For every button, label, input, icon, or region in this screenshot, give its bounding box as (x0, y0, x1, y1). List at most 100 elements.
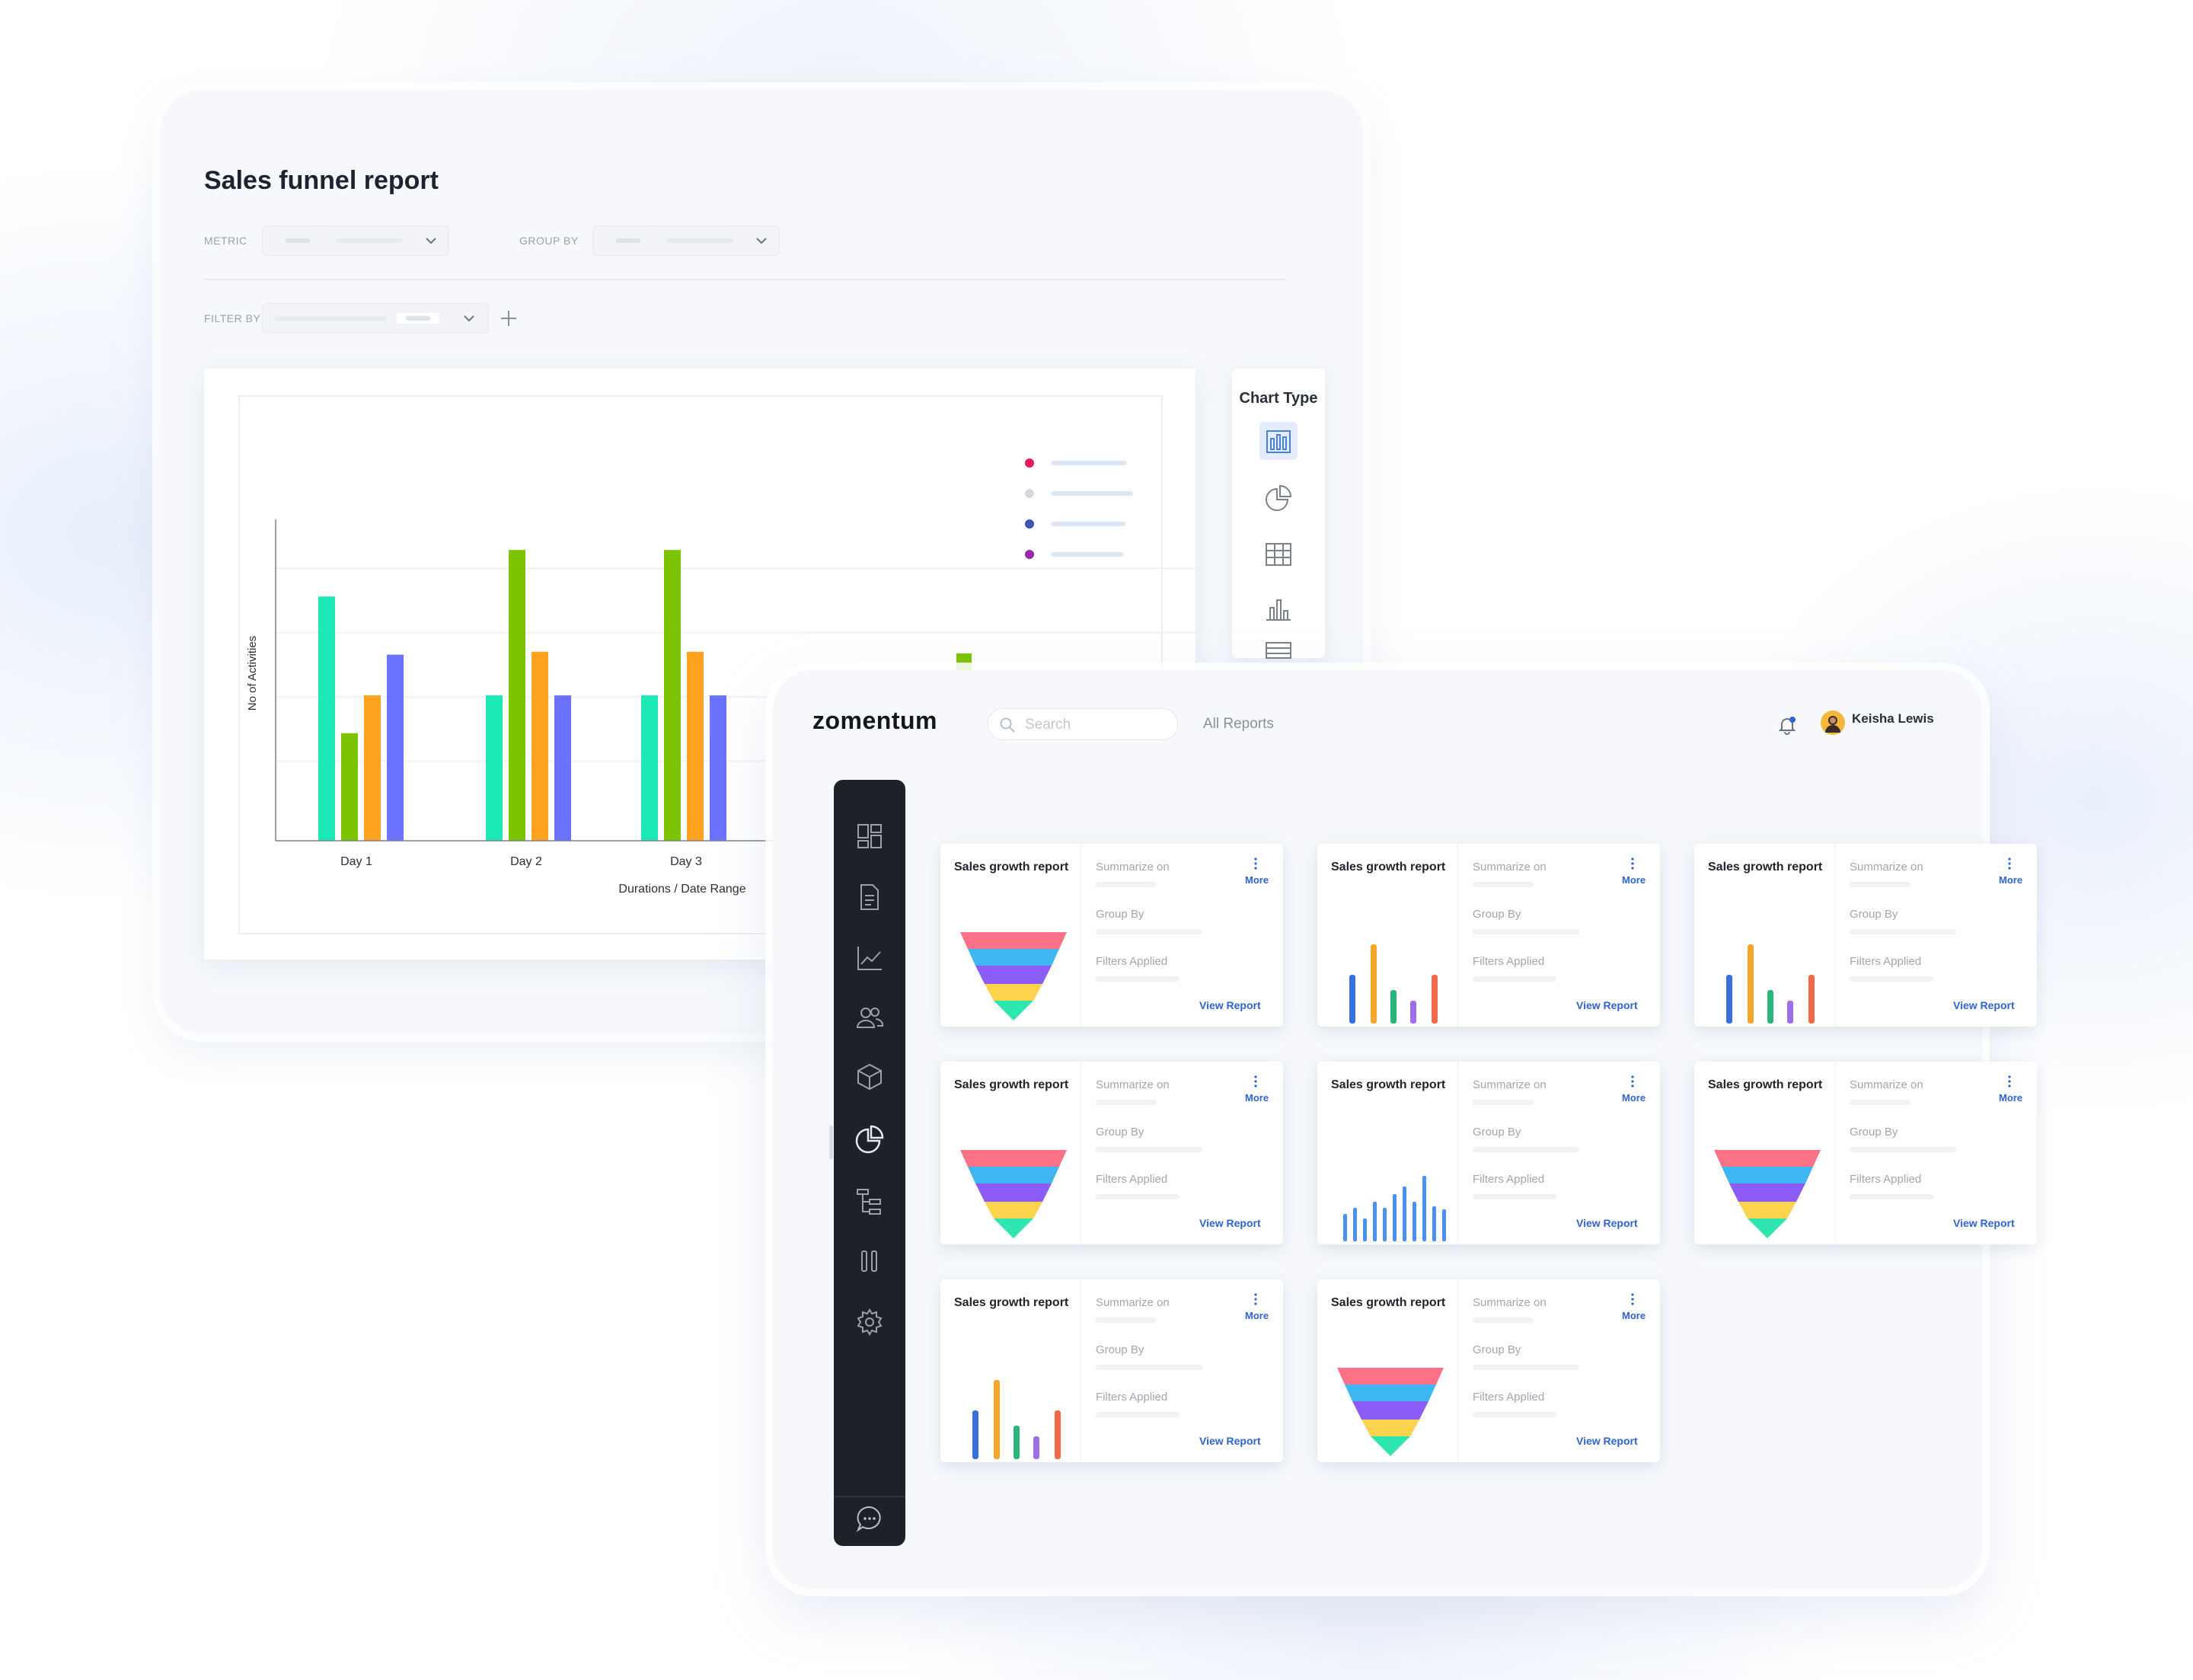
reports-pie-icon[interactable] (854, 1124, 885, 1155)
report-card[interactable]: Sales growth report Summarize on Group B… (1694, 844, 2037, 1027)
funnel-band (975, 1183, 1052, 1202)
more-button[interactable]: More (1245, 1092, 1269, 1103)
table-icon[interactable] (1263, 539, 1294, 570)
bar-day-2-series-1 (486, 695, 503, 841)
more-dots-icon[interactable] (1254, 858, 1257, 870)
bar-day-1-series-3 (364, 695, 381, 841)
funnel-band (985, 1202, 1042, 1218)
group-by-label: Group By (1473, 1126, 1521, 1139)
summarize-on-label: Summarize on (1850, 861, 1923, 874)
users-icon[interactable] (854, 1002, 885, 1033)
filters-applied-label: Filters Applied (1850, 955, 1922, 968)
report-thumbnail (1343, 1176, 1446, 1241)
more-dots-icon[interactable] (2008, 858, 2011, 870)
funnel-band (960, 1150, 1067, 1167)
mini-bar (1033, 1436, 1039, 1459)
list-icon[interactable] (1263, 638, 1294, 669)
more-button[interactable]: More (1245, 1310, 1269, 1321)
funnel-band (1361, 1420, 1419, 1436)
bar-chart-icon[interactable] (1263, 426, 1294, 457)
bar-day-3-series-1 (641, 695, 658, 841)
mini-bar (1343, 1214, 1347, 1241)
add-filter-icon[interactable] (498, 308, 519, 329)
metric-select[interactable] (262, 225, 449, 256)
funnel-band (1738, 1202, 1796, 1218)
user-name[interactable]: Keisha Lewis (1852, 711, 1934, 726)
funnel-band (1714, 1150, 1821, 1167)
search-input[interactable] (1023, 709, 1171, 741)
document-icon[interactable] (854, 882, 885, 912)
avatar[interactable] (1820, 710, 1846, 736)
view-report-link[interactable]: View Report (1576, 1435, 1638, 1447)
more-button[interactable]: More (1999, 1092, 2023, 1103)
report-thumbnail (1349, 944, 1438, 1024)
funnel-band (1337, 1368, 1444, 1385)
bar-day-2-series-3 (531, 651, 548, 841)
more-dots-icon[interactable] (1254, 1293, 1257, 1305)
funnel-band (1345, 1385, 1436, 1401)
group-by-label: Group By (1096, 1126, 1144, 1139)
pie-chart-icon[interactable] (1263, 483, 1294, 513)
notification-bell-icon[interactable] (1776, 714, 1798, 736)
more-button[interactable]: More (1245, 874, 1269, 886)
mini-bar (972, 1410, 978, 1459)
x-tick-label: Day 2 (510, 855, 542, 868)
view-report-link[interactable]: View Report (1576, 1217, 1638, 1229)
search-icon (1000, 717, 1015, 733)
bar-day-2-series-2 (509, 550, 525, 841)
view-report-link[interactable]: View Report (1199, 999, 1261, 1011)
product-box-icon[interactable] (854, 1062, 885, 1092)
column-chart-icon[interactable] (1263, 594, 1294, 624)
report-card[interactable]: Sales growth report Summarize on Group B… (940, 844, 1283, 1027)
report-card-title: Sales growth report (954, 861, 1069, 874)
funnel-band (975, 966, 1052, 984)
report-card[interactable]: Sales growth report Summarize on Group B… (1317, 1062, 1660, 1244)
mini-bar (1413, 1202, 1416, 1241)
more-dots-icon[interactable] (2008, 1075, 2011, 1088)
view-report-link[interactable]: View Report (1576, 999, 1638, 1011)
more-dots-icon[interactable] (1631, 858, 1634, 870)
legend-marker (1025, 458, 1034, 468)
more-button[interactable]: More (1622, 1092, 1646, 1103)
group-by-select[interactable] (592, 225, 780, 256)
mini-bar (994, 1380, 1000, 1459)
analytics-icon[interactable] (854, 943, 885, 973)
more-dots-icon[interactable] (1631, 1075, 1634, 1088)
summarize-on-label: Summarize on (1850, 1078, 1923, 1091)
settings-icon[interactable] (854, 1307, 885, 1337)
report-card[interactable]: Sales growth report Summarize on Group B… (1694, 1062, 2037, 1244)
report-title: Sales funnel report (204, 166, 439, 195)
more-button[interactable]: More (1622, 874, 1646, 886)
hierarchy-icon[interactable] (854, 1187, 885, 1217)
funnel-band (960, 932, 1067, 949)
report-card[interactable]: Sales growth report Summarize on Group B… (1317, 844, 1660, 1027)
report-card-title: Sales growth report (1331, 861, 1446, 874)
group-by-label: Group By (1096, 1343, 1144, 1356)
view-report-link[interactable]: View Report (1199, 1435, 1261, 1447)
sidebar (829, 780, 905, 1546)
view-report-link[interactable]: View Report (1199, 1217, 1261, 1229)
chart-type-label: Chart Type (1239, 390, 1318, 407)
more-dots-icon[interactable] (1631, 1293, 1634, 1305)
dashboard-icon[interactable] (854, 821, 885, 851)
bar-chart: Day 1 Day 2 Day 3 Durations / Date Range… (238, 395, 1195, 934)
view-report-link[interactable]: View Report (1953, 999, 2015, 1011)
group-by-label: Group By (1473, 1343, 1521, 1356)
bar-day-2-series-4 (554, 695, 571, 841)
all-reports-link[interactable]: All Reports (1203, 716, 1274, 732)
more-button[interactable]: More (1622, 1310, 1646, 1321)
chat-icon[interactable] (854, 1503, 885, 1534)
sidebar-divider (834, 1496, 905, 1497)
group-by-label: Group By (1473, 908, 1521, 921)
mini-bar (1353, 1208, 1357, 1241)
report-card[interactable]: Sales growth report Summarize on Group B… (940, 1062, 1283, 1244)
more-button[interactable]: More (1999, 874, 2023, 886)
report-card[interactable]: Sales growth report Summarize on Group B… (940, 1279, 1283, 1462)
legend-label-placeholder (1051, 461, 1127, 465)
filter-by-select[interactable] (262, 303, 489, 334)
view-report-link[interactable]: View Report (1953, 1217, 2015, 1229)
report-card[interactable]: Sales growth report Summarize on Group B… (1317, 1279, 1660, 1462)
pipeline-icon[interactable] (854, 1246, 885, 1276)
search-box[interactable] (988, 708, 1178, 741)
more-dots-icon[interactable] (1254, 1075, 1257, 1088)
